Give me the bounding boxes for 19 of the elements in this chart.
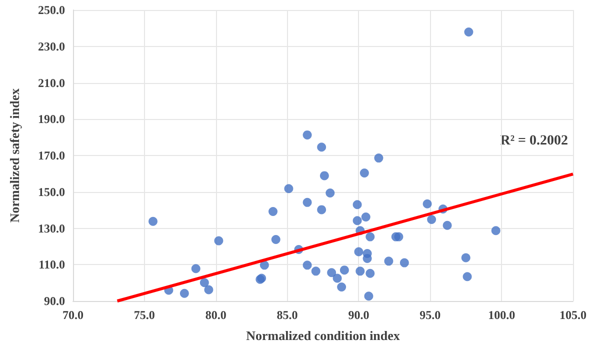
x-tick-label: 100.0 [488,308,516,322]
y-tick-label: 250.0 [38,3,65,17]
y-tick-label: 150.0 [38,184,65,199]
y-tick-label: 90.0 [44,294,65,308]
y-tick-label: 190.0 [38,112,65,126]
y-tick-label: 230.0 [38,39,65,54]
x-tick-label: 70.0 [62,308,84,322]
x-tick-label: 105.0 [560,308,586,322]
x-axis-title: Normalized condition index [246,328,400,343]
x-tick-label: 95.0 [420,308,441,322]
y-tick-label: 110.0 [38,258,65,272]
x-tick-label: 80.0 [205,308,226,322]
x-tick-label: 75.0 [134,308,155,322]
y-axis-title: Normalized safety index [7,88,22,223]
x-tick-label: 85.0 [276,308,298,322]
y-tick-label: 130.0 [38,221,65,236]
x-tick-label: 90.0 [348,308,370,322]
y-tick-label: 170.0 [38,148,65,162]
y-tick-label: 210.0 [38,76,65,90]
